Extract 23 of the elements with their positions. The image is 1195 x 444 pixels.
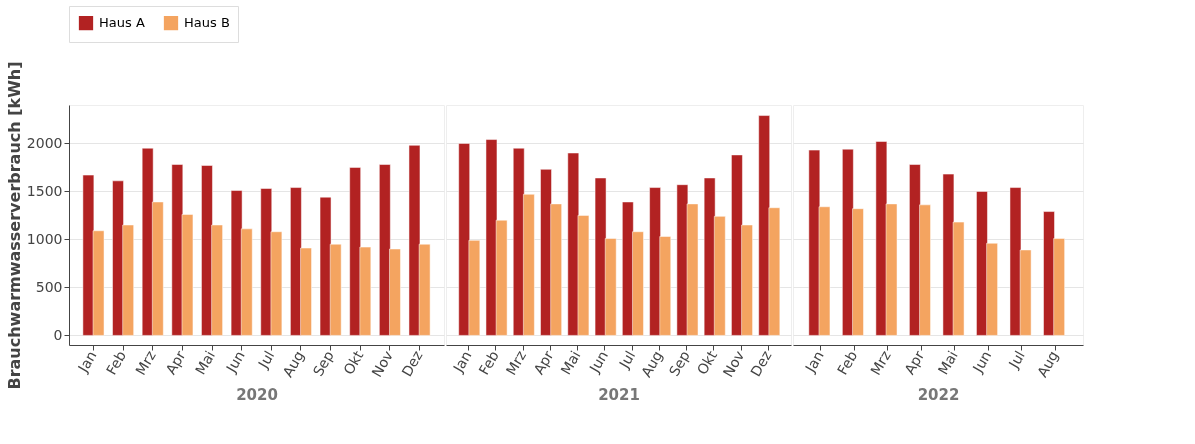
x-tick-label: Jan — [74, 348, 100, 376]
legend-label: Haus A — [99, 15, 145, 31]
y-tick-label: 2000 — [26, 134, 63, 151]
y-axis-title: Brauchwarmwasserverbrauch [kWh] — [4, 61, 24, 390]
x-axis-title: 2021 — [598, 385, 640, 404]
x-tick-label: Jan — [801, 348, 827, 376]
x-tick-label: Jul — [615, 348, 639, 372]
legend-label: Haus B — [184, 15, 230, 31]
x-tick-label: Feb — [833, 347, 861, 378]
x-tick-label: Feb — [102, 347, 130, 378]
x-tick-label: Jul — [1005, 348, 1028, 372]
x-tick-label: Feb — [475, 347, 502, 378]
y-tick-label: 1500 — [26, 182, 63, 199]
y-tick-label: 500 — [35, 278, 63, 295]
x-axis-title: 2020 — [236, 385, 278, 404]
x-tick-label: Okt — [693, 347, 721, 378]
x-tick-label: Jul — [254, 348, 278, 372]
y-tick-label: 0 — [53, 326, 63, 343]
x-tick-label: Jan — [449, 348, 475, 376]
x-axis-title: 2022 — [917, 385, 960, 404]
y-tick-label: 1000 — [26, 230, 63, 247]
x-tick-label: Okt — [340, 347, 367, 378]
x-tick-label: Jun — [969, 348, 995, 376]
